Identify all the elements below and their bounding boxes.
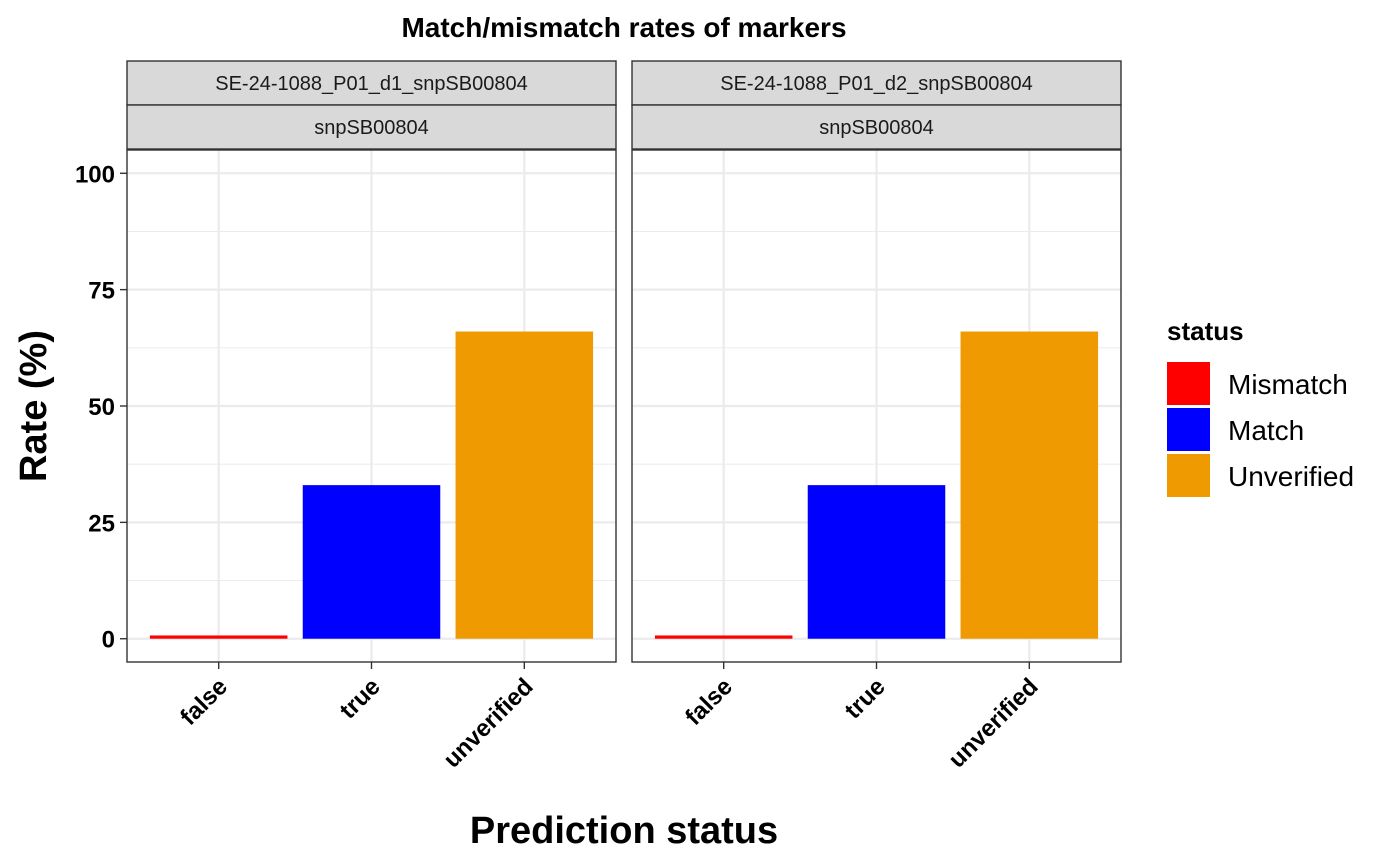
bar-unverified <box>455 331 594 639</box>
legend-label-match: Match <box>1228 415 1304 446</box>
facet-strip <box>126 60 617 106</box>
y-tick-label: 100 <box>75 161 115 188</box>
y-tick-label: 25 <box>88 510 115 537</box>
facet-strip <box>631 60 1122 106</box>
legend-title: status <box>1167 316 1244 346</box>
legend-key-match <box>1167 408 1210 451</box>
facet-panel-2: SE-24-1088_P01_d2_snpSB00804snpSB00804fa… <box>631 60 1122 773</box>
y-tick-label: 50 <box>88 394 115 421</box>
facet-strip <box>126 104 617 150</box>
y-tick-label: 75 <box>88 278 115 305</box>
bar-true <box>302 485 441 639</box>
bar-false <box>654 635 793 639</box>
bar-false <box>149 635 288 639</box>
facets-layer: SE-24-1088_P01_d1_snpSB00804snpSB00804fa… <box>126 60 1122 773</box>
chart-title: Match/mismatch rates of markers <box>401 12 846 43</box>
legend-label-unverified: Unverified <box>1228 461 1354 492</box>
legend-entries: Mismatch Match Unverified <box>1167 362 1354 497</box>
legend-key-mismatch <box>1167 362 1210 405</box>
legend: status Mismatch Match Unverified <box>1167 316 1354 497</box>
y-axis: 0 25 50 75 100 <box>75 161 127 654</box>
y-axis-title: Rate (%) <box>13 330 55 482</box>
bar-unverified <box>960 331 1099 639</box>
legend-label-mismatch: Mismatch <box>1228 369 1348 400</box>
facet-strip-label: snpSB00804 <box>314 117 429 139</box>
facet-strip <box>631 104 1122 150</box>
facet-panel-1: SE-24-1088_P01_d1_snpSB00804snpSB00804fa… <box>126 60 617 773</box>
legend-key-unverified <box>1167 454 1210 497</box>
bar-true <box>807 485 946 639</box>
y-tick-label: 0 <box>102 627 115 654</box>
x-axis-title: Prediction status <box>470 810 778 852</box>
facet-strip-label: SE-24-1088_P01_d1_snpSB00804 <box>215 73 527 95</box>
facet-strip-label: snpSB00804 <box>819 117 934 139</box>
facet-strip-label: SE-24-1088_P01_d2_snpSB00804 <box>720 73 1032 95</box>
